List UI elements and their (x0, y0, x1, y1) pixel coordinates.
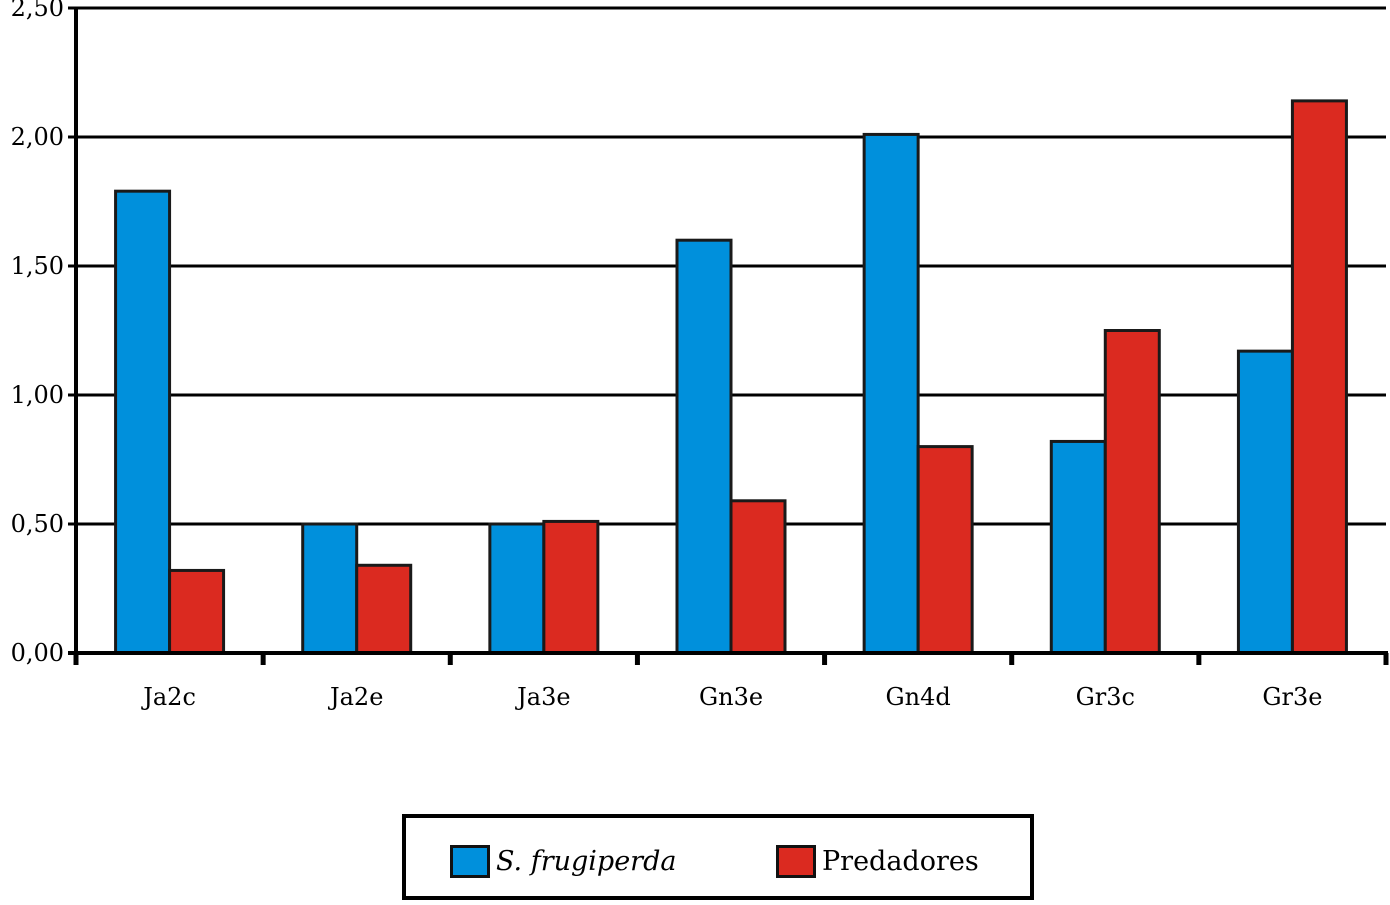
tick-labels: 0,00 0,50 1,00 1,50 2,00 2,50 Ja2c Ja2e Ja3e Gn3e… (11, 0, 1323, 711)
bar-series-1-gr3e (1236, 349, 1294, 655)
legend-item-series-1: S. frugiperda (450, 843, 676, 879)
bars (114, 99, 1348, 655)
bar-series-1-ja3e (488, 522, 546, 655)
x-tick-label: Gn4d (886, 683, 951, 711)
bar-chart: 0,00 0,50 1,00 1,50 2,00 2,50 Ja2c Ja2e Ja3e Gn3e… (11, 0, 1389, 711)
bar-series-1-ja2c (114, 189, 172, 655)
bar-series-2-gn4d (916, 445, 974, 655)
y-tick-label: 1,00 (11, 381, 64, 409)
bar-series-2-ja2e (355, 563, 413, 655)
bar-series-2-gn3e (729, 499, 787, 655)
y-tick-label: 2,00 (11, 123, 64, 151)
legend-swatch-series-1 (450, 844, 490, 878)
legend: S. frugiperda Predadores (402, 814, 1034, 900)
x-tick-label: Gr3e (1262, 683, 1322, 711)
bar-series-1-gr3c (1049, 439, 1107, 655)
x-tick-label: Ja2e (327, 683, 383, 711)
bar-series-1-gn4d (862, 132, 920, 655)
bar-series-2-gr3c (1103, 329, 1161, 655)
x-tick-label: Ja2c (140, 683, 196, 711)
legend-label-series-1: S. frugiperda (496, 845, 677, 877)
legend-item-series-2: Predadores (776, 843, 979, 879)
y-tick-label: 2,50 (11, 0, 64, 22)
y-tick-label: 0,50 (11, 510, 64, 538)
bar-series-2-ja3e (542, 519, 600, 655)
x-tick-label: Gn3e (699, 683, 763, 711)
bar-series-2-ja2c (168, 568, 226, 655)
y-tick-label: 1,50 (11, 252, 64, 280)
axes (68, 6, 1389, 665)
legend-swatch-series-2 (776, 844, 816, 878)
x-tick-label: Gr3c (1076, 683, 1135, 711)
x-tick-label: Ja3e (514, 683, 570, 711)
bar-series-2-gr3e (1290, 99, 1348, 655)
legend-label-series-2: Predadores (822, 845, 979, 877)
bar-series-1-ja2e (301, 522, 359, 655)
y-tick-label: 0,00 (11, 639, 64, 667)
bar-series-1-gn3e (675, 238, 733, 655)
